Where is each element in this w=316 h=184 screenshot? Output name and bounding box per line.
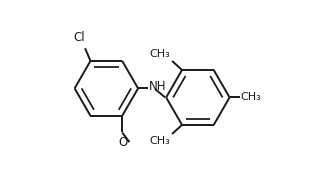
Text: CH₃: CH₃ xyxy=(240,92,261,102)
Text: NH: NH xyxy=(149,80,167,93)
Text: O: O xyxy=(118,136,128,149)
Text: CH₃: CH₃ xyxy=(149,136,170,146)
Text: Cl: Cl xyxy=(74,31,85,44)
Text: CH₃: CH₃ xyxy=(149,49,170,59)
